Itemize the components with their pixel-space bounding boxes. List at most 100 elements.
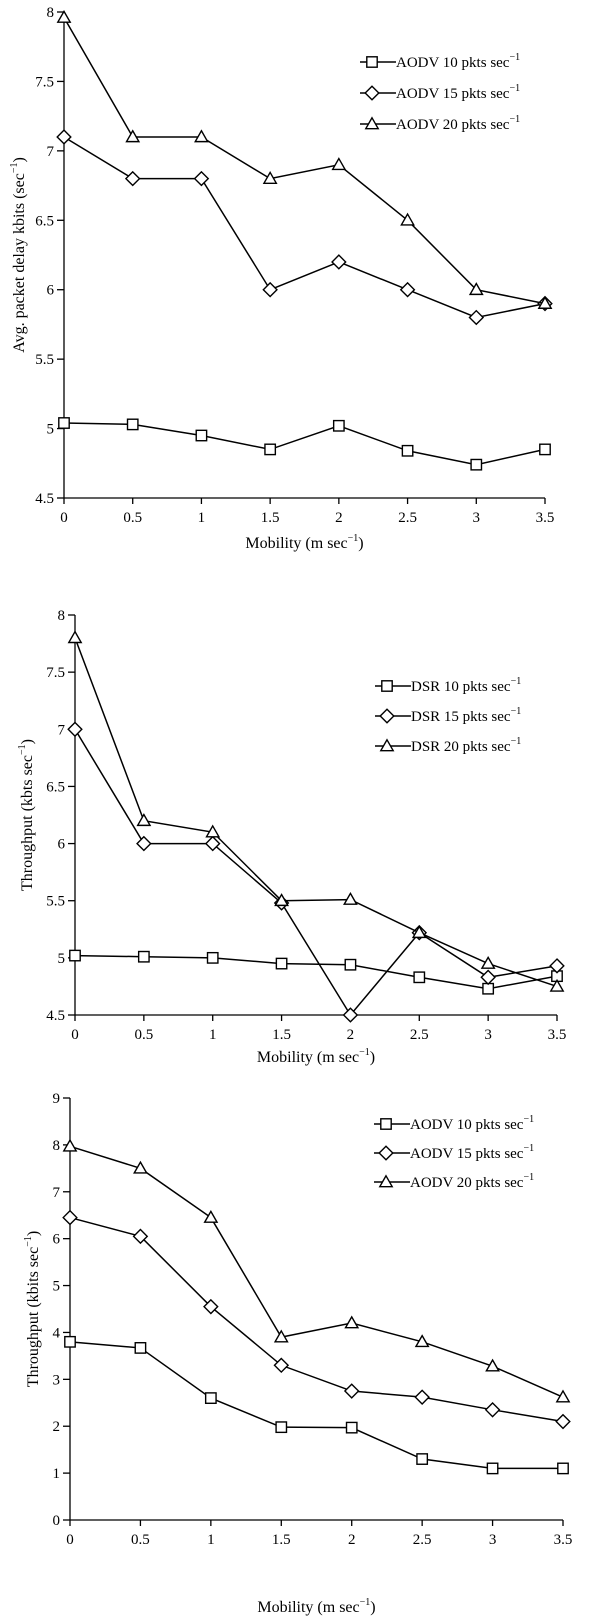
- legend-label-text: AODV 15 pkts sec: [396, 86, 510, 102]
- data-point-triangle: [62, 1138, 78, 1152]
- data-point-square: [204, 1392, 217, 1404]
- data-point-diamond: [342, 1007, 359, 1023]
- x-axis-label: Mobility (m sec−1): [257, 1047, 375, 1066]
- data-point-diamond: [56, 129, 72, 145]
- legend-label: AODV 10 pkts sec−1: [410, 1114, 534, 1133]
- y-tick-label: 7: [47, 144, 55, 160]
- legend-label-superscript: −1: [511, 706, 522, 717]
- data-point-square: [58, 417, 70, 429]
- data-point-square: [401, 444, 414, 457]
- data-point-square: [134, 1342, 147, 1354]
- legend-marker-diamond: [378, 1145, 394, 1161]
- data-point-square: [413, 971, 426, 984]
- legend-label-text: DSR 20 pkts sec: [411, 739, 511, 755]
- x-tick-label: 3.5: [554, 1532, 573, 1548]
- legend-item: AODV 10 pkts sec−1: [360, 52, 520, 71]
- data-point-triangle: [205, 824, 221, 838]
- legend-label-text: AODV 10 pkts sec: [410, 1117, 524, 1133]
- x-tick-label: 1.5: [272, 1532, 291, 1548]
- series-diamond: [56, 129, 553, 326]
- y-axis-label-suffix: ): [19, 739, 36, 744]
- data-point-triangle: [343, 891, 358, 905]
- chart-1: 4.5 5 5.5 6 6.5 7 7.5 8 0 0.5 1 1.5 2 2.5 3 3.5 Mobility…: [9, 5, 554, 552]
- legend-item: AODV 20 pkts sec−1: [374, 1172, 534, 1191]
- y-tick-label: 5.5: [35, 352, 54, 368]
- series-line-diamond: [63, 136, 546, 319]
- x-tick-label: 2.5: [413, 1532, 432, 1548]
- x-axis-label-suffix: ): [358, 535, 363, 552]
- data-point-triangle: [194, 129, 209, 143]
- legend-marker-triangle: [364, 116, 380, 130]
- legend-item: DSR 20 pkts sec−1: [375, 736, 521, 755]
- x-tick-label: 1.5: [272, 1027, 291, 1043]
- data-point-triangle: [125, 129, 141, 143]
- data-point-diamond: [203, 1298, 219, 1315]
- series-line-square: [69, 1341, 563, 1470]
- legend-label-text: AODV 20 pkts sec: [396, 117, 510, 133]
- y-tick-label: 6: [53, 1232, 61, 1248]
- x-tick-label: 0: [71, 1027, 79, 1043]
- y-tick-label: 8: [47, 5, 55, 21]
- x-axis-label-suffix: ): [370, 1599, 375, 1616]
- data-point-diamond: [484, 1402, 501, 1418]
- x-tick-label: 3.5: [548, 1027, 567, 1043]
- legend-label-superscript: −1: [509, 52, 520, 63]
- chart-3: 0 1 2 3 4 5 6 7 8 9 0 0.5 1 1.5 2 2.5 3 3.5 Mobility (m se…: [23, 1091, 572, 1616]
- y-tick-label: 9: [53, 1091, 61, 1107]
- series-line-diamond: [69, 1216, 564, 1423]
- data-point-square: [332, 419, 345, 432]
- series-line-square: [74, 954, 558, 990]
- series-square: [69, 949, 563, 995]
- data-point-diamond: [62, 1209, 78, 1226]
- y-tick-label: 6: [47, 283, 55, 299]
- legend-label: AODV 20 pkts sec−1: [410, 1172, 534, 1191]
- legend-label-superscript: −1: [523, 1143, 534, 1154]
- legend-marker-square: [380, 1118, 392, 1130]
- y-tick-label: 8: [53, 1138, 61, 1154]
- y-tick-label: 7.5: [46, 665, 65, 681]
- data-point-square: [64, 1335, 76, 1348]
- data-point-square: [470, 458, 483, 471]
- y-tick-label: 4.5: [35, 491, 54, 507]
- x-axis-label-text: Mobility (m sec: [245, 535, 347, 552]
- y-axis-label: Throughput (kbits sec−1): [23, 1231, 42, 1387]
- y-tick-label: 1: [53, 1466, 61, 1482]
- legend-marker-diamond: [379, 708, 395, 724]
- y-tick-label: 2: [53, 1419, 61, 1435]
- data-point-diamond: [343, 1383, 360, 1399]
- legend-item: AODV 20 pkts sec−1: [360, 114, 520, 133]
- data-point-diamond: [124, 170, 141, 187]
- data-point-square: [345, 1421, 358, 1434]
- x-tick-label: 1: [207, 1532, 215, 1548]
- series-line-triangle: [74, 637, 558, 988]
- data-point-triangle: [480, 955, 496, 969]
- data-point-diamond: [480, 969, 496, 986]
- series-diamond: [67, 721, 565, 1023]
- series-square: [58, 417, 551, 471]
- y-tick-label: 4.5: [46, 1008, 65, 1024]
- legend-item: DSR 15 pkts sec−1: [375, 706, 521, 725]
- data-point-square: [195, 429, 208, 442]
- legend-marker-diamond: [364, 85, 380, 101]
- y-axis-label-text: Throughput (kbts sec: [19, 755, 36, 891]
- x-tick-label: 2.5: [398, 510, 417, 526]
- legend-label: AODV 15 pkts sec−1: [396, 83, 520, 102]
- legend-label: DSR 20 pkts sec−1: [411, 736, 521, 755]
- legend-marker-triangle: [378, 1174, 394, 1188]
- x-tick-label: 1.5: [261, 510, 280, 526]
- data-point-square: [206, 951, 219, 964]
- series-diamond: [62, 1209, 571, 1430]
- data-point-triangle: [274, 893, 289, 907]
- data-point-diamond: [204, 835, 221, 852]
- y-axis-label-superscript: −1: [17, 744, 28, 755]
- legend-label: AODV 20 pkts sec−1: [396, 114, 520, 133]
- y-tick-label: 8: [58, 608, 66, 624]
- y-axis-label-superscript: −1: [23, 1236, 34, 1247]
- y-tick-label: 5: [53, 1279, 61, 1295]
- series-line-triangle: [69, 1145, 564, 1398]
- y-tick-label: 7: [58, 722, 66, 738]
- data-point-triangle: [331, 157, 347, 171]
- y-axis-label: Throughput (kbts sec−1): [17, 739, 36, 891]
- data-point-diamond: [273, 1357, 290, 1374]
- legend-label-text: DSR 10 pkts sec: [411, 679, 511, 695]
